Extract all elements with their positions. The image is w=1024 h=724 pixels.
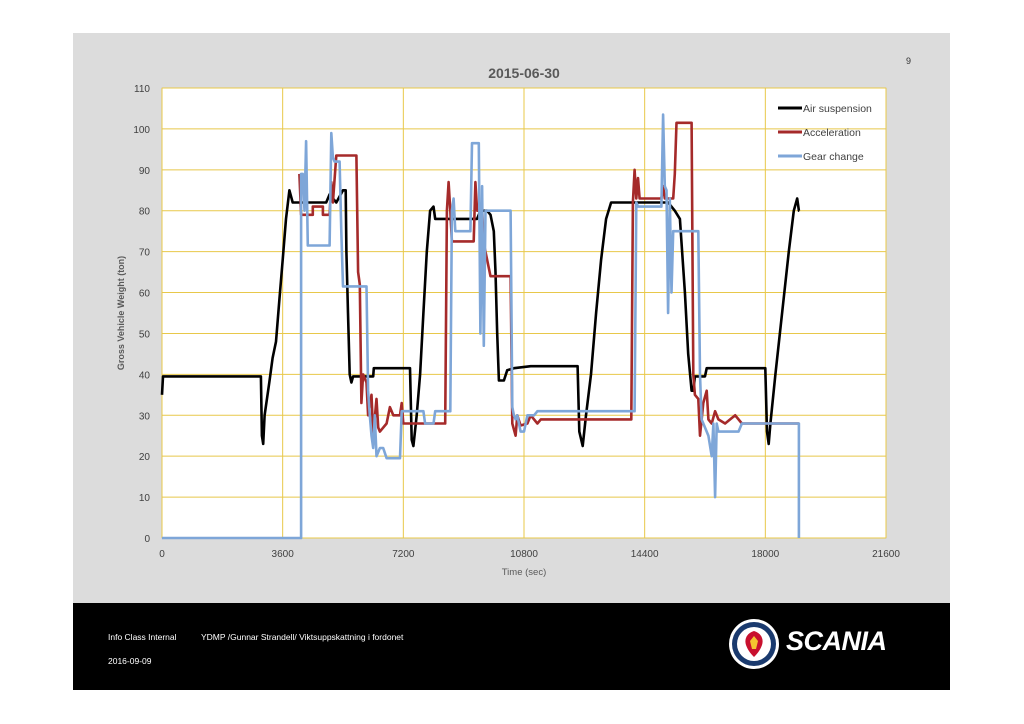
footer-classification: Info Class Internal	[108, 632, 177, 642]
x-tick-label: 10800	[510, 549, 538, 560]
chart-title: 2015-06-30	[488, 65, 560, 81]
footer-author-line: YDMP /Gunnar Strandell/ Viktsuppskattnin…	[201, 632, 404, 642]
footer-bar: Info Class Internal YDMP /Gunnar Strande…	[73, 603, 950, 690]
y-tick-label: 50	[139, 329, 151, 340]
brand-wordmark: SCANIA	[786, 626, 887, 656]
x-tick-label: 18000	[751, 549, 779, 560]
legend-label: Acceleration	[803, 127, 861, 139]
y-tick-label: 60	[139, 289, 151, 300]
legend-label: Air suspension	[803, 103, 872, 115]
y-axis-label: Gross Vehicle Weight (ton)	[116, 256, 126, 370]
x-tick-label: 14400	[631, 549, 659, 560]
y-tick-label: 40	[139, 370, 151, 381]
x-tick-label: 0	[159, 549, 165, 560]
y-tick-label: 100	[133, 125, 150, 136]
legend-label: Gear change	[803, 151, 864, 163]
plot-area: 0 10 20 30 40 50 60 70 80 90 100 110 0 3600 7200 10800 1…	[133, 84, 900, 560]
y-tick-label: 110	[134, 84, 150, 95]
series-line-air-suspension	[160, 189, 801, 448]
y-tick-label: 10	[139, 493, 151, 504]
footer-date: 2016-09-09	[108, 656, 152, 666]
x-tick-label: 21600	[872, 549, 900, 560]
y-tick-label: 80	[139, 207, 151, 218]
y-tick-label: 70	[139, 248, 151, 259]
series-line-gear-change	[162, 113, 801, 540]
y-tick-label: 20	[139, 452, 151, 463]
scania-griffin-logo-icon	[729, 619, 779, 669]
x-axis-label: Time (sec)	[502, 567, 547, 578]
x-tick-label: 7200	[392, 549, 415, 560]
y-tick-label: 0	[144, 534, 150, 545]
y-tick-label: 90	[139, 166, 151, 177]
y-tick-label: 30	[139, 411, 151, 422]
page-number: 9	[906, 56, 912, 66]
chart: 0 10 20 30 40 50 60 70 80 90 100 110 0 3600 7200 10800 1…	[116, 65, 900, 578]
x-tick-label: 3600	[272, 549, 295, 560]
